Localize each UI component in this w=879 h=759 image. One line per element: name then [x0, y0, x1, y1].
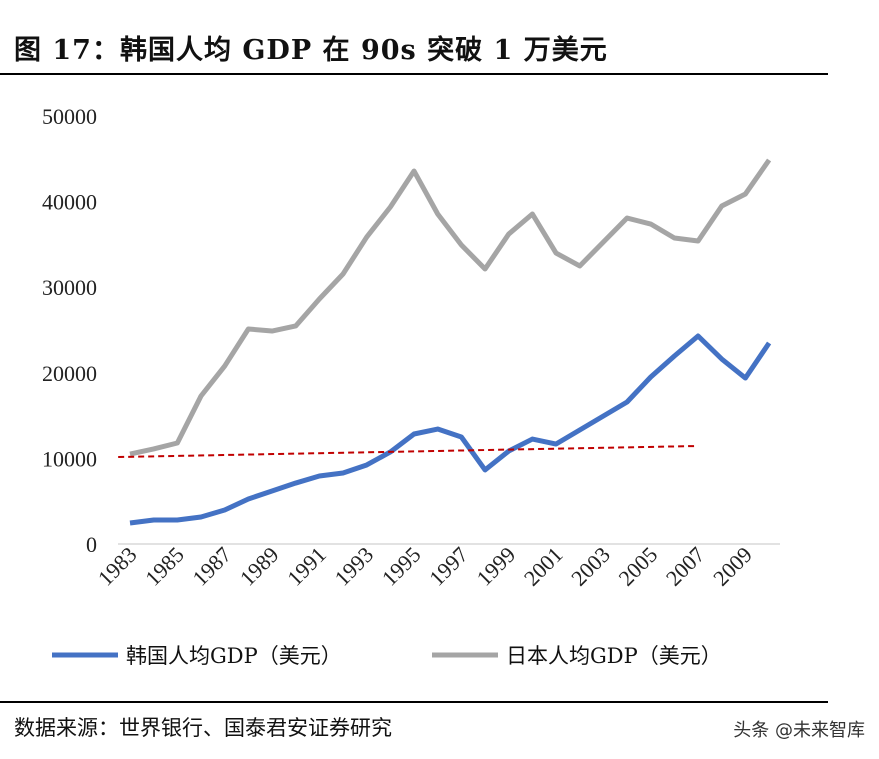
x-tick-label: 2007 [661, 542, 710, 591]
footer-rule [0, 701, 828, 703]
series-line-korea [129, 333, 772, 526]
y-tick-label: 20000 [42, 361, 97, 386]
x-tick-label: 1989 [235, 542, 284, 591]
x-tick-label: 2009 [708, 542, 757, 591]
legend-label: 日本人均GDP（美元） [506, 644, 722, 668]
watermark: 头条 @未来智库 [733, 720, 865, 741]
x-tick-label: 2005 [613, 542, 662, 591]
x-tick-label: 1983 [93, 542, 142, 591]
source-note: 数据来源：世界银行、国泰君安证券研究 [14, 716, 392, 740]
line-chart: 0100002000030000400005000019831985198719… [42, 104, 780, 668]
x-tick-label: 1985 [140, 542, 189, 591]
y-tick-label: 40000 [42, 190, 97, 215]
title-rule [0, 73, 828, 75]
x-tick-label: 2003 [566, 542, 615, 591]
x-tick-label: 2001 [519, 542, 568, 591]
x-tick-label: 1987 [187, 542, 236, 591]
y-tick-label: 50000 [42, 104, 97, 129]
x-tick-label: 1997 [424, 542, 473, 591]
trend-line [118, 444, 699, 459]
x-tick-label: 1993 [329, 542, 378, 591]
y-tick-label: 10000 [42, 446, 97, 471]
y-tick-label: 30000 [42, 275, 97, 300]
chart-title: 图 17：韩国人均 GDP 在 90s 突破 1 万美元 [14, 35, 608, 66]
x-tick-label: 1995 [377, 542, 426, 591]
y-tick-label: 0 [86, 532, 97, 557]
series-line-japan [129, 158, 772, 457]
x-tick-label: 1999 [471, 542, 520, 591]
x-tick-label: 1991 [282, 542, 331, 591]
legend-label: 韩国人均GDP（美元） [126, 644, 342, 668]
